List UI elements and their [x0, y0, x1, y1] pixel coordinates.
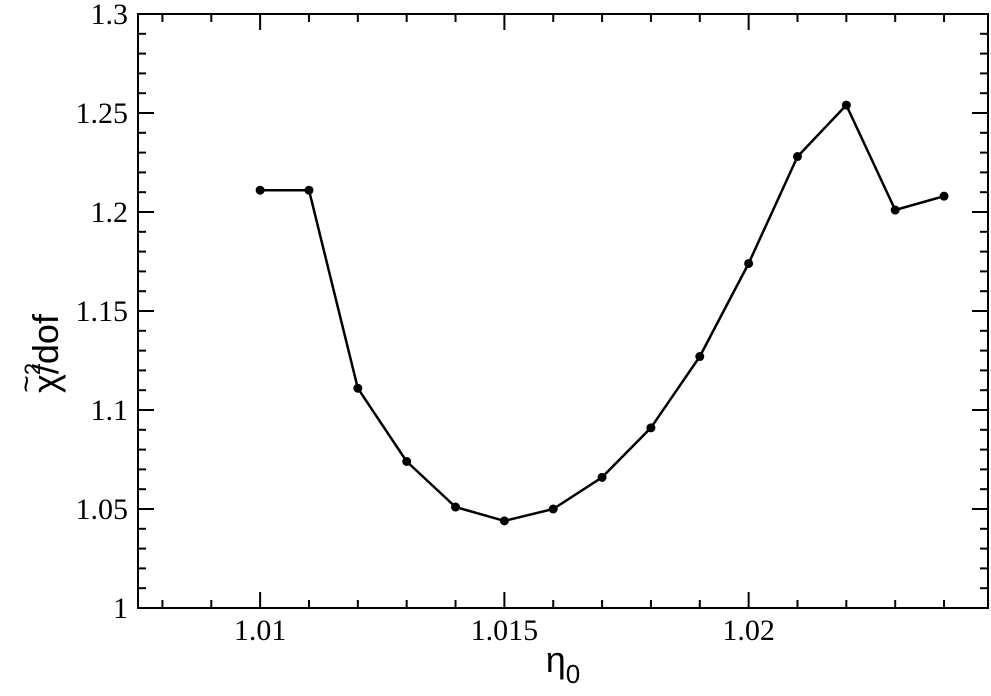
data-point — [451, 502, 461, 512]
data-point — [744, 258, 754, 268]
x-tick-label: 1.02 — [722, 614, 775, 647]
y-tick-label: 1.3 — [91, 0, 129, 31]
data-point — [304, 185, 314, 195]
y-axis-title-superscript: 2 — [20, 363, 45, 375]
data-point — [499, 516, 509, 526]
x-axis-title: η0 — [546, 639, 581, 689]
data-point — [792, 152, 802, 162]
data-point — [255, 185, 265, 195]
y-tick-label: 1.25 — [76, 97, 129, 130]
tick-labels: 1.01 1.015 1.02 1 1.05 1.1 1.15 1.2 1.25 1.3 — [76, 0, 775, 647]
y-axis-title: ~ 2 χ/dof — [10, 313, 66, 393]
x-axis-title-subscript: 0 — [566, 659, 580, 689]
x-tick-label: 1.015 — [471, 614, 539, 647]
y-axis-title-text: χ/dof — [25, 313, 66, 393]
y-tick-label: 1.1 — [91, 394, 129, 427]
x-axis-title-symbol: η — [546, 639, 566, 680]
data-point — [548, 504, 558, 514]
y-tick-label: 1 — [113, 592, 128, 625]
y-axis-title-tilde: ~ — [10, 375, 43, 393]
major-ticks — [138, 13, 988, 609]
data-point — [597, 472, 607, 482]
data-point — [353, 383, 363, 393]
y-axis-title-suffix: /dof — [25, 313, 66, 374]
data-point — [841, 100, 851, 110]
minor-ticks — [138, 14, 988, 608]
series-line — [260, 103, 945, 523]
y-tick-label: 1.05 — [76, 493, 129, 526]
data-point — [402, 456, 412, 466]
y-tick-label: 1.2 — [91, 196, 129, 229]
data-point — [695, 352, 705, 362]
data-point — [646, 423, 656, 433]
plot-frame — [137, 13, 989, 609]
x-tick-label: 1.01 — [234, 614, 287, 647]
y-axis-title-symbol: χ — [25, 374, 66, 393]
data-point — [939, 191, 949, 201]
y-tick-label: 1.15 — [76, 295, 129, 328]
series-layer — [255, 100, 949, 526]
data-point — [890, 205, 900, 215]
